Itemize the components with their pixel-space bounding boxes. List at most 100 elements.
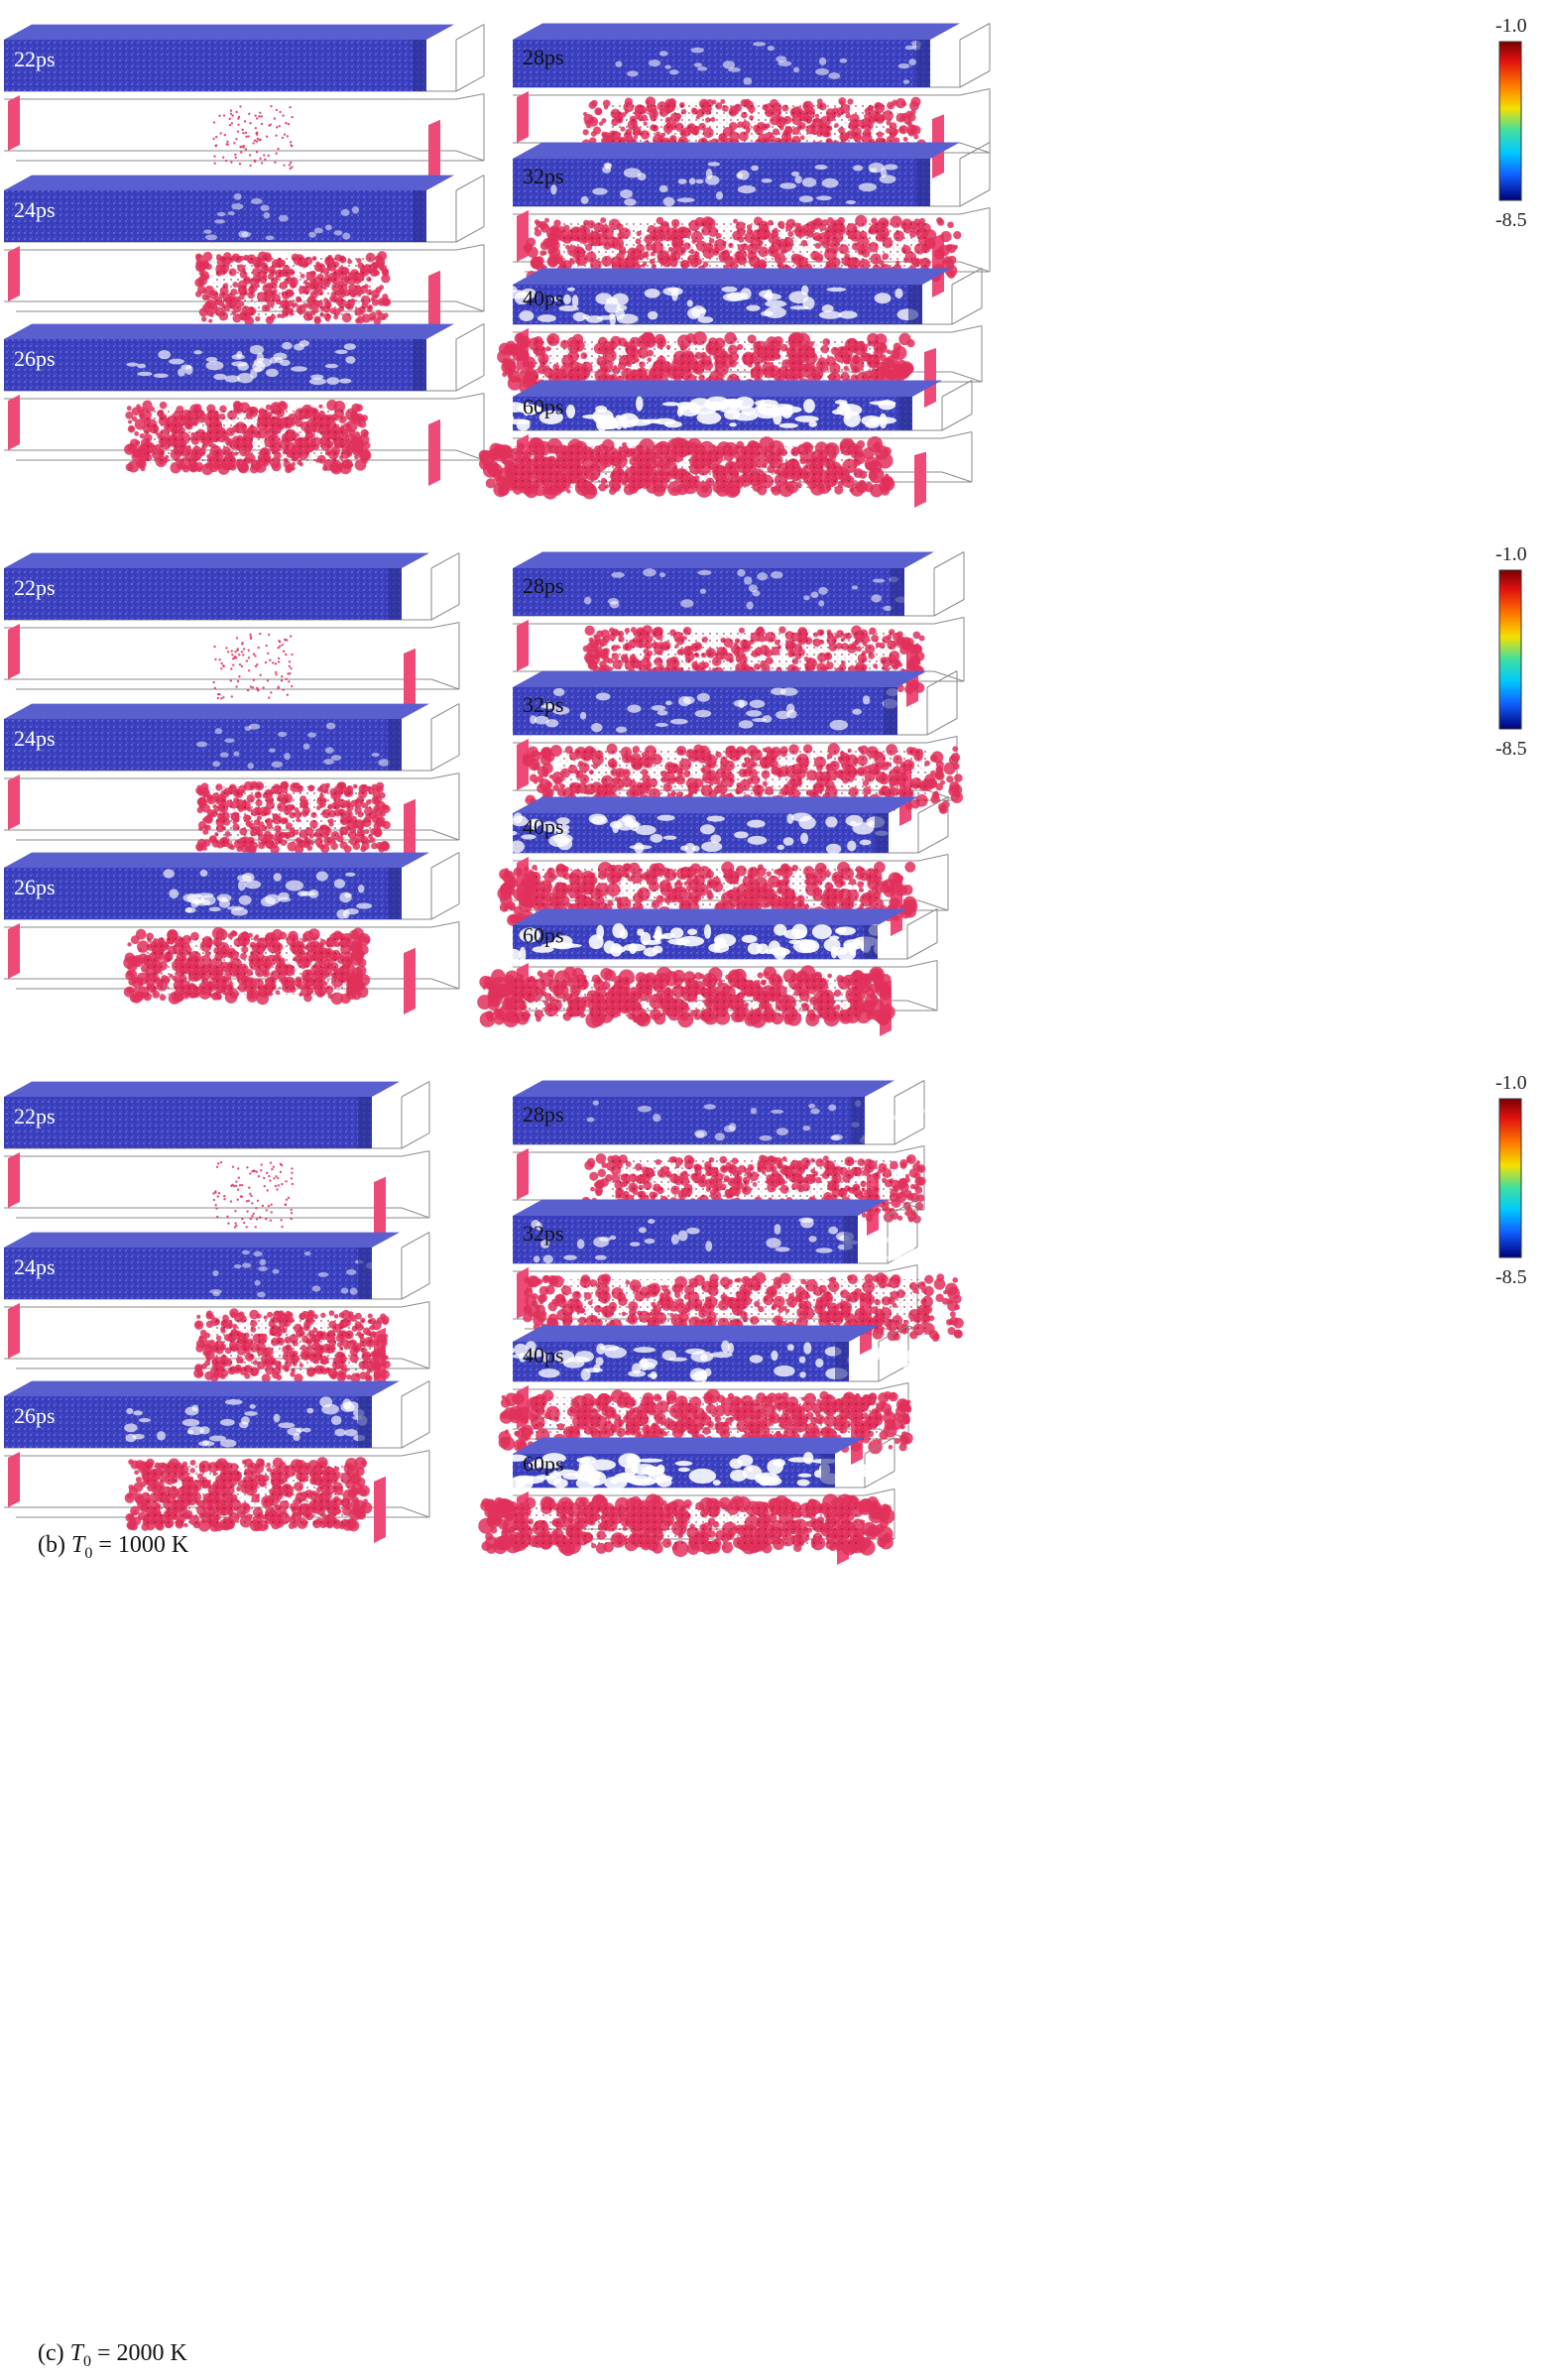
void-cluster [201,316,207,322]
bar-void [694,709,712,718]
bar-void [737,170,750,180]
bar-texture [4,40,426,91]
void-cluster [374,294,379,298]
void-cluster [903,116,912,125]
void-cluster [599,660,607,668]
void-cluster [226,651,230,654]
void-cluster [376,781,385,790]
bar-void [137,363,147,369]
bar-void [651,705,666,711]
void-cluster [545,780,553,789]
bar-void [126,362,139,367]
bar-void [214,219,226,224]
bar-void [677,178,687,184]
bar-void [302,743,310,750]
void-cluster [255,151,259,154]
void-cluster [256,117,259,120]
bar-void [609,313,616,318]
bar-top-face [513,268,952,285]
void-cluster [131,955,144,968]
bar-void [895,288,903,298]
bar-void [277,731,288,738]
bar-void [818,310,842,319]
bar-void [762,715,773,723]
bar-void [496,285,518,295]
bar-void [213,373,227,381]
void-cluster [541,771,549,777]
bar-void [339,892,352,903]
bar-void [193,350,202,355]
void-cluster [285,677,288,681]
void-cluster [282,114,285,117]
bar-void [158,350,172,360]
void-cluster [220,697,223,700]
colorbar-max-label: -1.0 [1495,15,1527,37]
bar-void [231,361,248,367]
bar-void [190,898,199,908]
bar-void [308,378,327,386]
bar-void [788,291,809,303]
void-cluster [247,669,251,672]
right-plate [924,348,936,408]
void-cluster [200,782,209,791]
bar-end [413,40,426,91]
bar-void [872,578,886,583]
void-cluster [259,111,262,114]
time-label: 28ps [523,573,564,598]
void-cluster [265,135,269,138]
bar-void [624,198,637,206]
void-cluster [223,133,227,137]
bar-void [721,286,738,293]
void-cluster [283,164,286,167]
bar-void [686,299,693,307]
void-cluster [720,98,726,104]
void-cluster [363,430,369,436]
void-cluster [502,363,509,369]
bar-void [521,288,537,299]
bar-void [299,891,316,896]
void-cluster [278,124,281,128]
bar-top-face [513,380,942,397]
bar-void [351,206,360,214]
void-cluster [350,940,363,954]
void-cluster [257,646,260,650]
void-cluster [236,648,239,651]
bar-texture [4,190,426,242]
void-cluster [216,692,220,696]
bar-void [656,710,668,716]
bar-void [648,60,661,67]
bar-void [908,603,920,608]
void-cluster [252,678,256,682]
void-cluster [247,649,250,653]
void-cluster [602,99,611,108]
void-cluster [212,121,216,124]
void-cluster [200,271,209,280]
void-cluster [267,652,270,655]
void-cluster [373,828,383,838]
bar-end [908,285,922,324]
void-cluster [939,779,946,785]
bar-void [818,57,827,65]
bar-void [678,402,701,416]
bar-void [618,413,639,428]
void-cluster [234,650,237,654]
void-cluster [241,128,244,132]
void-cluster [896,638,907,649]
snapshot-22ps: 22ps [4,552,460,715]
bar-void [199,870,208,878]
bar-void [838,310,858,319]
void-cluster [289,635,293,638]
void-cluster [277,147,280,151]
void-cluster [222,664,225,668]
bar-void [236,372,254,384]
void-cluster [354,972,363,982]
bar-top-face [513,670,927,687]
void-cluster [278,640,281,643]
snapshot-22ps: 22ps [4,24,485,186]
bar-void [858,182,877,192]
right-plate [428,119,440,186]
void-cluster [288,660,292,663]
bar-void [655,722,668,728]
bar-void [851,585,859,590]
bar-void [265,368,279,378]
